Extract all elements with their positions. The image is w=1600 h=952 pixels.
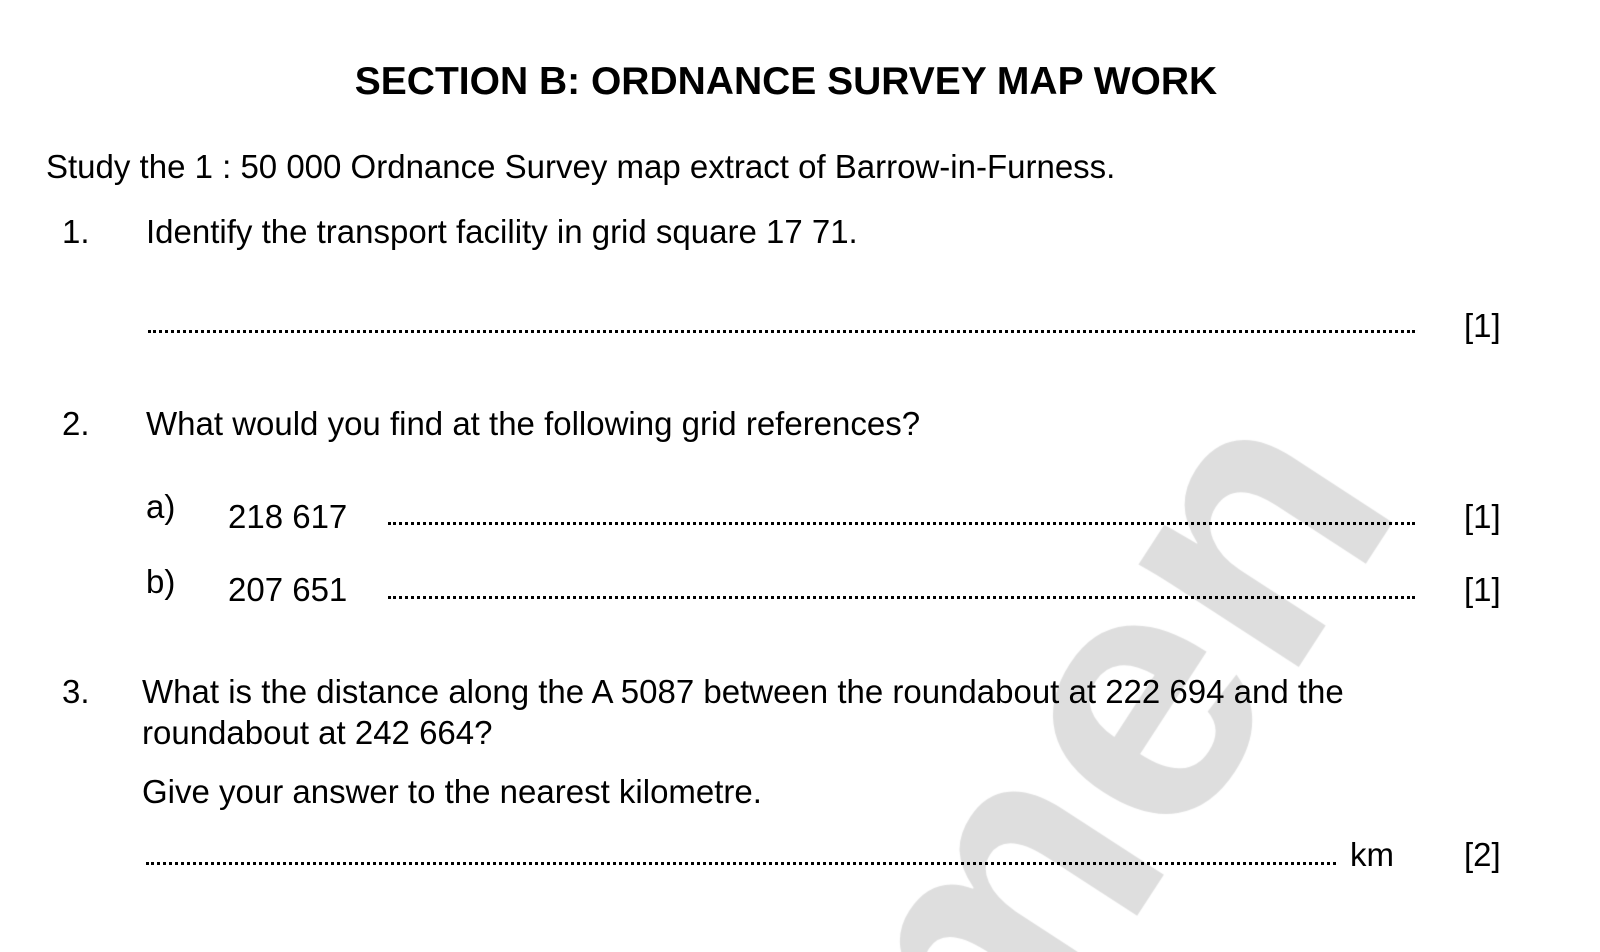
section-title: SECTION B: ORDNANCE SURVEY MAP WORK — [354, 60, 1218, 103]
intro-text: Study the 1 : 50 000 Ordnance Survey map… — [46, 148, 1116, 185]
q2b-label: b) — [146, 563, 176, 600]
q1-number: 1. — [62, 213, 90, 250]
q2-text: What would you find at the following gri… — [146, 405, 921, 442]
q1-marks: [1] — [1464, 307, 1501, 344]
q1-text: Identify the transport facility in grid … — [146, 213, 858, 250]
q3-text-line1: What is the distance along the A 5087 be… — [142, 673, 1344, 710]
q3-instruction: Give your answer to the nearest kilometr… — [142, 773, 762, 810]
q2a-answer-line[interactable] — [388, 522, 1415, 525]
q3-text-line2: roundabout at 242 664? — [142, 714, 493, 751]
q2a-ref: 218 617 — [228, 498, 348, 535]
q3-number: 3. — [62, 673, 90, 710]
q2b-ref: 207 651 — [228, 571, 348, 608]
q3-answer-line[interactable] — [146, 862, 1336, 865]
q2a-label: a) — [146, 488, 176, 525]
q3-marks: [2] — [1464, 836, 1501, 873]
q1-answer-line[interactable] — [148, 330, 1415, 333]
q3-unit: km — [1350, 836, 1394, 873]
q2-number: 2. — [62, 405, 90, 442]
q2b-marks: [1] — [1464, 571, 1501, 608]
q2a-marks: [1] — [1464, 498, 1501, 535]
q2b-answer-line[interactable] — [388, 596, 1415, 599]
